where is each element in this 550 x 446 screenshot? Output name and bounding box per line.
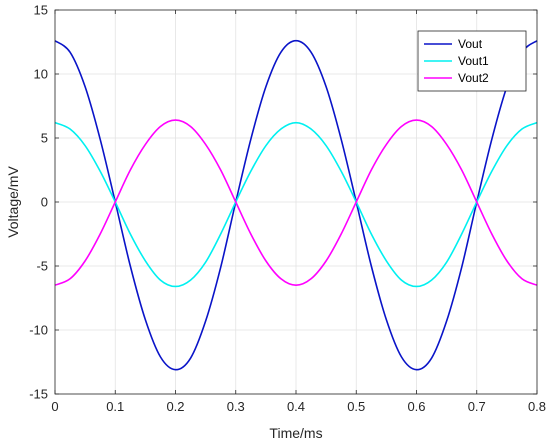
legend-label-vout1: Vout1 xyxy=(458,54,489,68)
x-tick-label: 0.8 xyxy=(528,399,546,414)
legend-label-vout: Vout xyxy=(458,37,483,51)
axis-ticks: 0 0.1 0.2 0.3 0.4 0.5 0.6 0.7 0.8 -15 -10 -5 0 5 10 15 xyxy=(29,3,546,415)
series-line-vout xyxy=(54,39,538,371)
legend: Vout Vout1 Vout2 xyxy=(417,30,527,92)
x-tick-label: 0.4 xyxy=(287,399,305,414)
y-axis-title: Voltage/mV xyxy=(5,166,21,238)
y-tick-label: -5 xyxy=(36,259,48,274)
x-tick-label: 0.3 xyxy=(227,399,245,414)
series-lines xyxy=(54,39,538,371)
y-tick-label: 0 xyxy=(41,195,48,210)
x-tick-label: 0.2 xyxy=(166,399,184,414)
x-tick-label: 0.5 xyxy=(347,399,365,414)
x-tick-label: 0 xyxy=(51,399,58,414)
y-tick-label: 5 xyxy=(41,131,48,146)
series-line-vout2 xyxy=(54,119,538,286)
y-tick-label: -10 xyxy=(29,323,48,338)
series-line-vout1 xyxy=(54,121,538,288)
legend-label-vout2: Vout2 xyxy=(458,71,489,85)
x-tick-label: 0.1 xyxy=(106,399,124,414)
x-tick-label: 0.7 xyxy=(468,399,486,414)
y-tick-label: 10 xyxy=(34,67,48,82)
y-tick-label: 15 xyxy=(34,3,48,18)
x-axis-title: Time/ms xyxy=(269,425,322,441)
x-tick-label: 0.6 xyxy=(407,399,425,414)
y-tick-label: -15 xyxy=(29,387,48,402)
